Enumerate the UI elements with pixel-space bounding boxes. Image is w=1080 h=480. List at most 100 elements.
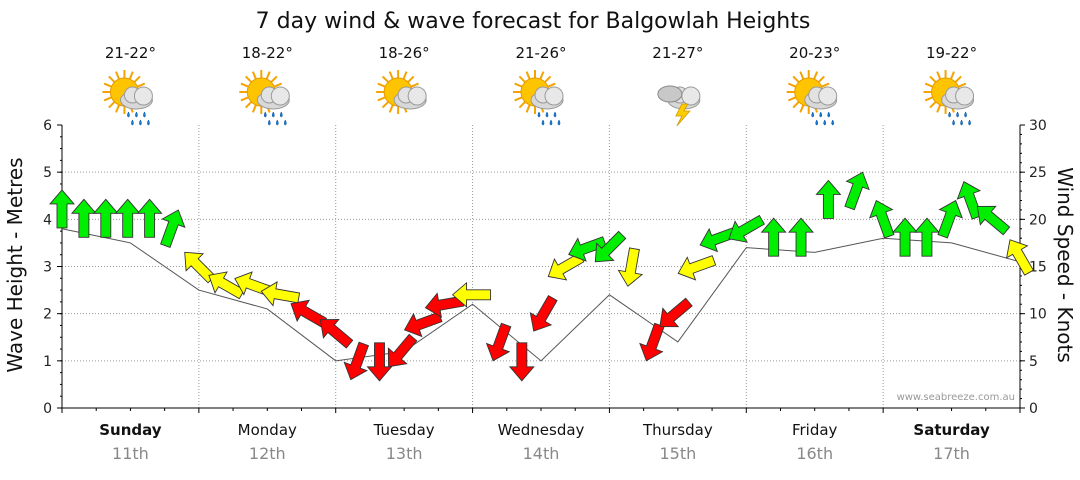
sun-ray (240, 82, 249, 88)
wind-arrow (869, 199, 895, 239)
y-tick-label-left: 2 (43, 307, 52, 323)
wind-arrow-shape (568, 236, 607, 262)
rain-drop (263, 111, 267, 118)
rain-drop (823, 119, 827, 126)
rain-drop (948, 111, 951, 118)
rain-drop (139, 119, 142, 126)
watermark: www.seabreeze.com.au (897, 392, 1015, 403)
y-tick-label-left: 4 (43, 212, 52, 228)
x-label-date: 16th (796, 444, 833, 463)
x-label-day: Saturday (913, 421, 990, 439)
wind-arrow-shape (114, 198, 141, 238)
sun-ray (381, 101, 389, 109)
x-label-day: Wednesday (498, 421, 585, 439)
sun-ray (525, 71, 531, 80)
wind-arrow (260, 281, 301, 307)
sun-ray (251, 104, 257, 113)
wind-arrow-shape (937, 199, 963, 239)
sun-ray (950, 71, 955, 80)
y-tick-label-left: 5 (43, 165, 52, 181)
wind-arrow (677, 255, 717, 281)
sun-cloud-rain-icon (239, 70, 290, 126)
sun-ray (245, 101, 253, 109)
sun-ray (518, 75, 526, 83)
wind-arrow (508, 342, 535, 382)
sun-ray (788, 82, 797, 88)
x-label-date: 11th (112, 444, 149, 463)
sun-ray (388, 104, 394, 113)
wind-arrow (760, 217, 787, 257)
wind-arrow (529, 294, 558, 332)
y-tick-label-right: 20 (1029, 212, 1047, 228)
wind-arrow-shape (49, 189, 75, 229)
sun-ray (544, 75, 552, 83)
rain-drop (267, 119, 271, 126)
sun-ray (103, 82, 112, 88)
wind-arrow-shape (677, 255, 717, 281)
x-label-day: Friday (792, 421, 838, 439)
sun-ray (136, 82, 146, 88)
wind-arrow (956, 181, 983, 220)
y-tick-label-right: 25 (1029, 165, 1047, 181)
wind-arrow-shape (208, 271, 245, 300)
rain-drop (275, 119, 279, 126)
wind-arrow-shape (529, 294, 558, 332)
weather-row: 21-22° 18-22° 18-26° 21-26° 21-27° 20-23° 19-2… (102, 44, 977, 127)
day-weather-thursday: 21-27° (652, 44, 703, 127)
wind-arrow (728, 214, 765, 243)
wind-arrow-shape (976, 205, 1011, 236)
y-tick-label-left: 0 (43, 401, 52, 417)
wind-arrow-shape (387, 333, 418, 368)
temperature-range: 20-23° (789, 44, 840, 62)
wind-arrow (913, 217, 940, 257)
y-tick-label-left: 3 (43, 260, 52, 276)
temperature-range: 21-26° (515, 44, 566, 62)
wave-height-series (61, 228, 1021, 362)
rain-drop (819, 111, 823, 118)
temperature-range: 18-22° (242, 44, 293, 62)
wind-arrow-shape (403, 311, 443, 338)
sun-ray (792, 75, 800, 83)
sun-ray (958, 82, 967, 88)
wind-arrow-shape (892, 217, 919, 257)
x-label-day: Tuesday (373, 421, 435, 439)
cloud-part (681, 86, 701, 106)
wind-arrow (976, 205, 1011, 236)
day-weather-friday: 20-23° (786, 44, 840, 126)
wind-arrow-shape (508, 342, 535, 382)
wind-arrow-shape (760, 217, 787, 257)
sun-ray (402, 71, 408, 80)
rain-drop (964, 111, 967, 118)
sun-cloud-rain-icon (923, 70, 975, 126)
storm-icon (657, 85, 701, 127)
rain-drop (283, 119, 287, 126)
rain-drop (557, 119, 561, 126)
rain-drop (271, 111, 275, 118)
wind-arrow (639, 322, 665, 362)
sun-ray (788, 96, 797, 102)
day-weather-saturday: 19-22° (923, 44, 977, 126)
rain-drop (956, 111, 959, 118)
wind-arrow (937, 199, 963, 239)
sun-ray (954, 75, 962, 83)
sun-ray (929, 75, 937, 83)
wind-arrow-shape (343, 341, 370, 381)
sun-cloud-rain-icon (513, 70, 564, 126)
wind-arrow-shape (485, 322, 512, 362)
chart-title: 7 day wind & wave forecast for Balgowlah… (256, 9, 811, 34)
x-label-date: 17th (933, 444, 970, 463)
sun-ray (410, 82, 419, 88)
y-tick-label-right: 5 (1029, 354, 1038, 370)
sun-ray (799, 104, 805, 113)
cloud-part (955, 86, 975, 106)
sun-ray (518, 101, 526, 109)
cloud-part (270, 86, 290, 106)
x-label-date: 15th (659, 444, 696, 463)
sun-ray (128, 71, 134, 80)
rain-drop (545, 111, 549, 118)
x-label-date: 13th (386, 444, 423, 463)
temperature-range: 21-27° (652, 44, 703, 62)
y-tick-label-left: 1 (43, 354, 52, 370)
wind-arrow (844, 171, 870, 211)
wind-arrow-shape (160, 209, 186, 248)
